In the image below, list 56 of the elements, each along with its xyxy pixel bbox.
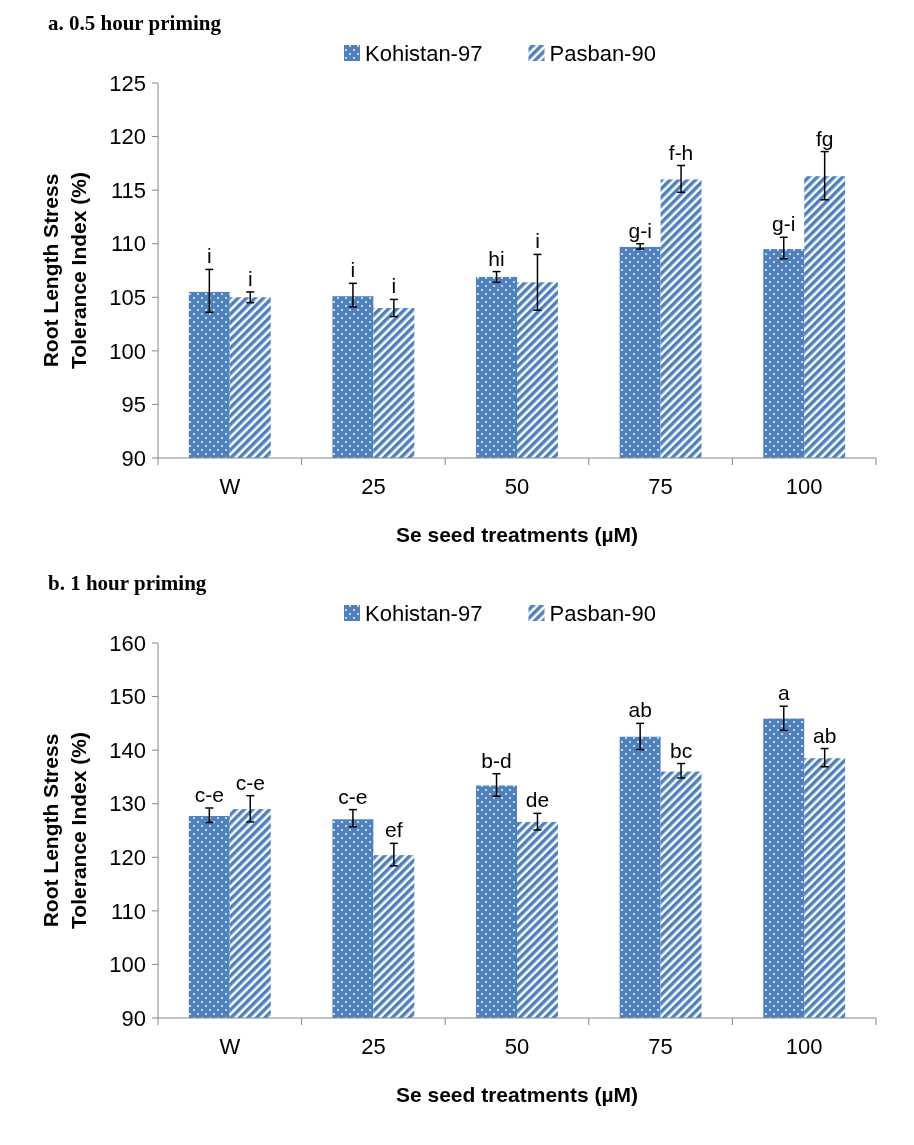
x-axis-title: Se seed treatments (µM) — [395, 1083, 639, 1106]
y-tick-label: 105 — [109, 284, 146, 310]
x-tick-label: 100 — [785, 474, 823, 499]
x-tick-label: 50 — [504, 1034, 530, 1059]
x-tick-label: 75 — [648, 474, 673, 499]
data-label: c-e — [194, 783, 224, 806]
y-tick-label: 90 — [121, 445, 146, 471]
y-axis-title: Root Length Stress Tolerance Index (%) — [39, 732, 90, 929]
x-tick-label: 25 — [361, 474, 386, 499]
data-label: i — [350, 258, 356, 282]
data-label: b-d — [481, 748, 512, 772]
y-tick-label: 150 — [109, 684, 146, 710]
data-label: g-i — [772, 212, 796, 236]
x-tick-label: 100 — [785, 1034, 823, 1059]
x-tick-label: 75 — [648, 1034, 673, 1059]
y-tick-label: 100 — [109, 952, 146, 978]
legend-label: Kohistan-97 — [365, 40, 483, 66]
y-tick-label: 125 — [109, 70, 146, 96]
data-label: i — [207, 244, 212, 268]
y-tick-label: 160 — [109, 630, 146, 656]
data-label: de — [525, 788, 550, 812]
legend-label: Kohistan-97 — [365, 600, 483, 626]
data-label: fg — [815, 126, 834, 150]
y-tick-label: 95 — [121, 392, 146, 418]
y-tick-label: 110 — [110, 231, 146, 257]
data-label: ef — [385, 818, 403, 842]
data-label: bc — [669, 738, 693, 762]
data-label: i — [247, 266, 253, 290]
data-label: i — [391, 274, 397, 298]
y-tick-label: 120 — [109, 844, 146, 870]
y-axis-title: Root Length Stress Tolerance Index (%) — [39, 172, 90, 369]
data-label: ab — [628, 698, 652, 722]
y-tick-label: 100 — [109, 338, 146, 364]
x-axis-title: Se seed treatments (µM) — [395, 523, 639, 546]
x-tick-label: 25 — [361, 1034, 386, 1059]
chart-title: a. 0.5 hour priming — [48, 11, 222, 35]
legend-label: Pasban-90 — [549, 40, 656, 66]
data-label: g-i — [628, 218, 652, 242]
y-tick-label: 120 — [109, 124, 146, 150]
data-label: c-e — [338, 784, 368, 808]
x-tick-label: W — [219, 474, 241, 499]
y-tick-label: 115 — [110, 177, 146, 203]
chart-title: b. 1 hour priming — [48, 571, 207, 595]
data-label: a — [777, 681, 790, 705]
data-label: i — [535, 229, 540, 253]
data-label: ab — [812, 723, 837, 747]
y-tick-label: 110 — [110, 898, 146, 924]
x-tick-label: W — [219, 1034, 241, 1059]
legend-label: Pasban-90 — [549, 600, 656, 626]
y-tick-label: 90 — [121, 1005, 146, 1031]
y-tick-label: 140 — [109, 737, 146, 763]
data-label: c-e — [235, 770, 265, 794]
data-label: f-h — [668, 140, 694, 164]
data-label: hi — [488, 246, 505, 270]
y-tick-label: 130 — [109, 791, 146, 817]
x-tick-label: 50 — [504, 474, 530, 499]
